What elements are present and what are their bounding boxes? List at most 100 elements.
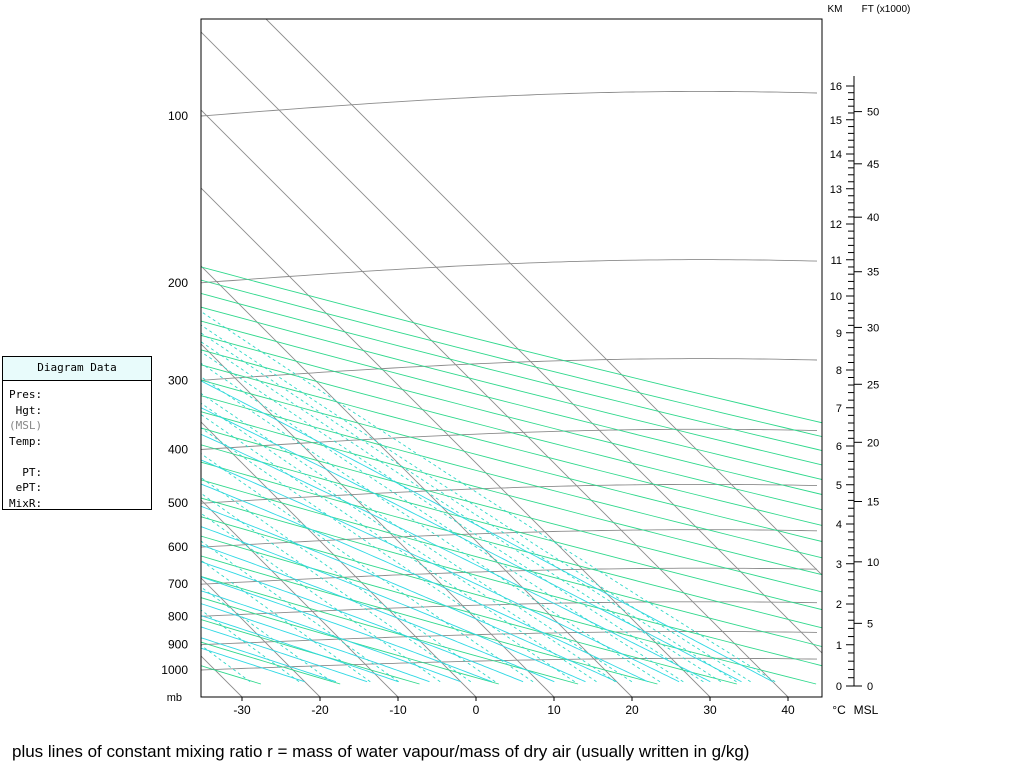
dry-adiabat-line [201,292,822,451]
mixing-ratio-line [201,559,371,683]
moist-adiabat-line [201,544,555,683]
pressure-tick-label: 300 [168,373,188,387]
km-tick-label: 12 [830,219,842,231]
dry-adiabat-line [201,427,822,593]
temperature-tick-label: 0 [473,703,480,717]
km-tick-label: 5 [836,480,842,492]
mixing-ratio-line [201,392,633,683]
dry-adiabat-line [201,497,822,667]
moist-adiabat-line [201,505,617,683]
isotherm-line [201,109,789,697]
km-tick-label: 11 [831,255,842,267]
msl-label: MSL [854,703,879,717]
dry-adiabat-line [201,320,822,480]
moist-adiabat-line [201,483,649,683]
temperature-tick-label: 10 [547,703,561,717]
dry-adiabat-line [201,379,822,542]
diagram-lines [0,0,822,697]
dry-adiabat-line [201,665,262,685]
pressure-tick-label: 800 [168,609,188,623]
km-tick-label: 4 [836,519,842,531]
moist-adiabat-line [201,626,368,683]
km-tick-label: 9 [836,328,842,340]
mixing-ratio-line [201,540,399,683]
caption: plus lines of constant mixing ratio r = … [12,742,750,761]
isobar-line [201,259,818,284]
moist-adiabat-line [201,407,742,683]
mixing-ratio-label: MixR: [9,496,43,510]
pressure-label: Pres: [9,388,43,401]
dry-adiabat-line [201,411,822,576]
ft-tick-label: 50 [867,107,879,119]
isotherm-line [201,421,477,697]
dry-adiabat-line [201,279,822,438]
diagram-data-panel: Diagram Data Pres: Hgt: (MSL) Temp: PT: … [2,356,152,510]
mixing-ratio-line [201,324,751,683]
dry-adiabat-line [0,0,182,684]
isobar-line [201,529,818,548]
moist-adiabat-line [201,590,461,683]
isobar-line [201,567,818,585]
km-tick-label: 2 [836,599,842,611]
dry-adiabat-line [201,364,822,526]
pressure-tick-label: 1000 [161,663,188,677]
moist-adiabat-line [201,576,493,683]
km-tick-label: 6 [836,441,842,453]
mixing-ratio-line [201,477,496,683]
ft-tick-label: 0 [867,681,873,693]
dry-adiabat-line [201,266,822,424]
pressure-tick-label: 600 [168,540,188,554]
moist-adiabat-line [201,603,430,683]
temperature-tick-label: 40 [781,703,795,717]
dry-adiabat-line [201,516,817,685]
mixing-ratio-line [201,310,776,683]
ft-tick-label: 20 [867,437,879,449]
km-tick-label: 16 [830,81,842,93]
moist-adiabat-line [201,615,399,683]
isobar-line [201,601,818,617]
panel-title: Diagram Data [3,357,151,381]
isotherm-line [201,265,633,697]
pressure-tick-label: 100 [168,109,188,123]
ft-tick-label: 10 [867,557,879,569]
dry-adiabat-line [0,0,23,684]
temperature-label: Temp: [9,434,43,448]
dry-adiabat-line [201,349,822,511]
temperature-tick-label: -10 [389,703,407,717]
ft-axis-label: FT (x1000) [862,4,911,15]
ft-tick-label: 35 [867,267,879,279]
pressure-tick-label: 900 [168,638,188,652]
ft-tick-label: 30 [867,322,879,334]
isobar-line [201,90,818,117]
temperature-tick-label: 30 [703,703,717,717]
mixing-ratio-line [201,414,597,683]
moist-adiabat-line [201,380,773,683]
ft-tick-label: 5 [867,618,873,630]
km-tick-label: 8 [836,365,842,377]
dry-adiabat-line [201,334,822,495]
temperature-unit-label: °C [832,703,846,717]
pressure-tick-label: 200 [168,276,188,290]
equivalent-potential-temperature-label: ePT: [9,481,43,494]
ft-tick-label: 40 [867,212,879,224]
km-axis-label: KM [828,4,843,15]
ft-tick-label: 45 [867,159,879,171]
isotherm-line [201,343,555,697]
mixing-ratio-line [201,512,441,683]
msl-label: (MSL) [9,419,43,432]
isobar-line [201,657,818,671]
km-tick-label: 10 [830,291,842,303]
pressure-tick-label: 700 [168,577,188,591]
dry-adiabat-line [201,479,822,648]
mixing-ratio-line [201,427,575,683]
moist-adiabat-line [201,459,680,683]
dry-adiabat-line [201,395,822,559]
moist-adiabat-line [201,526,586,683]
moist-adiabat-line [201,561,524,683]
moist-adiabat-line [201,433,711,683]
pressure-unit-label: mb [167,692,182,704]
km-tick-label: 13 [830,184,842,196]
km-tick-label: 14 [830,149,842,161]
km-tick-label: 7 [836,403,842,415]
